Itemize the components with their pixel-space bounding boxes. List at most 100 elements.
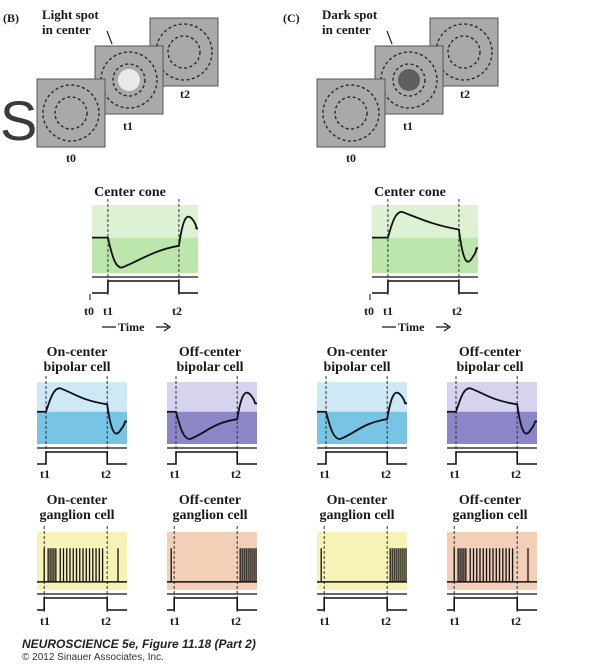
off-bipolar-title-B: Off-center bipolar cell — [155, 345, 265, 375]
spot-label-line1-B: Light spot — [42, 7, 99, 22]
cone-axis-t0-B: t0 — [84, 304, 94, 318]
on-ganglion-axis-t2-B: t2 — [101, 614, 111, 628]
off-bipolar-title-C-line1: Off-center — [458, 345, 522, 360]
cropped-letter: S — [0, 89, 38, 152]
off-bipolar-plot-B-trace — [167, 391, 258, 440]
on-bipolar-axis-t1-B: t1 — [40, 467, 50, 481]
stimulus-t2-C-inner-ring — [447, 35, 481, 69]
stimulus-t1-C-spot — [398, 69, 420, 91]
figure-caption: NEUROSCIENCE 5e, Figure 11.18 (Part 2) — [22, 637, 256, 651]
on-ganglion-plot-C-stimulus-step — [317, 597, 407, 611]
stimulus-t1-B-outer-ring — [100, 51, 158, 109]
stimulus-t0-B — [36, 78, 106, 148]
time-label-C: Time — [398, 320, 425, 334]
on-ganglion-axis-t1-C: t1 — [320, 614, 330, 628]
time-arrow-head-B — [156, 322, 172, 332]
stimulus-t0-B-bg — [36, 78, 106, 148]
cone-plot-C-trace — [372, 210, 479, 263]
off-ganglion-axis-t1-B: t1 — [170, 614, 180, 628]
off-ganglion-axis-t1-C: t1 — [450, 614, 460, 628]
off-bipolar-title-B-line1: Off-center — [178, 345, 242, 360]
stimulus-t1-C-inner-ring — [392, 63, 426, 97]
on-ganglion-title-B-line2: ganglion cell — [39, 508, 115, 523]
off-bipolar-axis-t1-C: t1 — [450, 467, 460, 481]
spot-label-pointer-B — [106, 30, 113, 45]
cone-plot-B-stimulus-step — [92, 280, 198, 294]
off-bipolar-title-C: Off-center bipolar cell — [435, 345, 545, 375]
off-bipolar-axis-t2-C: t2 — [511, 467, 521, 481]
on-bipolar-title-B-line2: bipolar cell — [43, 360, 111, 375]
on-ganglion-title-B-line1: On-center — [46, 493, 108, 508]
off-ganglion-title-B: Off-center ganglion cell — [155, 493, 265, 523]
off-ganglion-plot-B-stimulus-step — [167, 597, 257, 611]
off-bipolar-plot-C-lower — [447, 411, 537, 444]
stimulus-t1-B-spot — [118, 69, 140, 91]
stimulus-t0-C — [316, 78, 386, 148]
cone-axis-t2-B: t2 — [172, 304, 182, 318]
spot-label-line2-C: in center — [322, 22, 371, 37]
stimulus-t2-C-outer-ring — [435, 23, 493, 81]
off-ganglion-axis-t2-C: t2 — [511, 614, 521, 628]
cone-axis-t2-C: t2 — [452, 304, 462, 318]
off-bipolar-axis-t1-B: t1 — [170, 467, 180, 481]
cone-title-C: Center cone — [374, 185, 446, 200]
on-bipolar-plot-C-trace — [317, 391, 408, 440]
stimulus-t1-B-inner-ring — [112, 63, 146, 97]
spot-label-line1-C: Dark spot — [322, 7, 378, 22]
stimulus-t0-C-inner-ring — [334, 96, 368, 130]
cone-axis-t1-B: t1 — [103, 304, 113, 318]
cone-axis-t1-C: t1 — [383, 304, 393, 318]
panel-label-C: (C) — [283, 11, 300, 25]
stim-label-t0-B: t0 — [66, 151, 76, 165]
stim-label-t1-C: t1 — [403, 119, 413, 133]
time-label-B: Time — [118, 320, 145, 334]
stim-label-t1-B: t1 — [123, 119, 133, 133]
on-ganglion-title-C-line1: On-center — [326, 493, 388, 508]
on-ganglion-axis-t1-B: t1 — [40, 614, 50, 628]
stimulus-t1-C — [374, 45, 444, 115]
on-ganglion-title-B: On-center ganglion cell — [22, 493, 132, 523]
cone-title-B: Center cone — [94, 185, 166, 200]
off-bipolar-plot-C-stimulus-step — [447, 451, 537, 465]
on-ganglion-axis-t2-C: t2 — [381, 614, 391, 628]
off-ganglion-title-C-line1: Off-center — [458, 493, 522, 508]
on-bipolar-plot-B-stimulus-step — [37, 451, 127, 465]
on-bipolar-title-B-line1: On-center — [46, 345, 108, 360]
cone-axis-t0-C: t0 — [364, 304, 374, 318]
off-bipolar-plot-B-stimulus-step — [167, 451, 257, 465]
stimulus-t0-C-outer-ring — [322, 84, 380, 142]
on-ganglion-plot-B-stimulus-step — [37, 597, 127, 611]
off-bipolar-axis-t2-B: t2 — [231, 467, 241, 481]
off-ganglion-title-B-line1: Off-center — [178, 493, 242, 508]
stim-label-t0-C: t0 — [346, 151, 356, 165]
off-bipolar-plot-C-trace — [447, 387, 538, 435]
on-ganglion-title-C: On-center ganglion cell — [302, 493, 412, 523]
off-ganglion-title-C-line2: ganglion cell — [452, 508, 528, 523]
on-bipolar-title-B: On-center bipolar cell — [22, 345, 132, 375]
panel-label-B: (B) — [3, 11, 19, 25]
time-arrow-head-C — [436, 322, 452, 332]
on-bipolar-axis-t2-B: t2 — [101, 467, 111, 481]
stimulus-t1-C-outer-ring — [380, 51, 438, 109]
stimulus-t2-B-inner-ring — [167, 35, 201, 69]
off-ganglion-plot-C-stimulus-step — [447, 597, 537, 611]
spot-label-pointer-C — [386, 30, 393, 45]
cone-plot-B-trace — [92, 215, 199, 269]
on-bipolar-title-C: On-center bipolar cell — [302, 345, 412, 375]
stimulus-t2-B-outer-ring — [155, 23, 213, 81]
off-bipolar-title-C-line2: bipolar cell — [456, 360, 524, 375]
off-ganglion-axis-t2-B: t2 — [231, 614, 241, 628]
stimulus-t0-C-bg — [316, 78, 386, 148]
off-ganglion-title-C: Off-center ganglion cell — [435, 493, 545, 523]
stim-label-t2-B: t2 — [180, 87, 190, 101]
copyright-notice: © 2012 Sinauer Associates, Inc. — [22, 652, 164, 663]
on-bipolar-axis-t2-C: t2 — [381, 467, 391, 481]
stimulus-t1-B — [94, 45, 164, 115]
on-bipolar-plot-B-trace — [37, 387, 128, 435]
stimulus-t0-B-outer-ring — [42, 84, 100, 142]
spot-label-line2-B: in center — [42, 22, 91, 37]
off-ganglion-title-B-line2: ganglion cell — [172, 508, 248, 523]
cone-plot-C-stimulus-step — [372, 280, 478, 294]
